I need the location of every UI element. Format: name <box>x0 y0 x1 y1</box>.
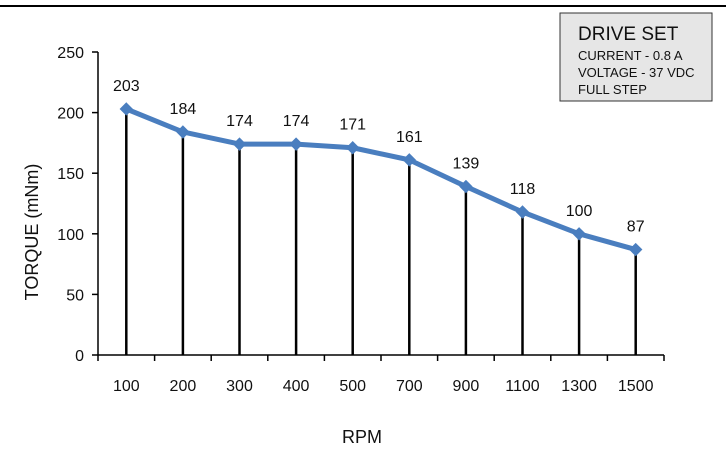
drop-lines <box>125 108 637 355</box>
drive-set-line-mode: FULL STEP <box>578 82 647 97</box>
y-tick-label: 200 <box>57 106 84 123</box>
y-tick-label: 250 <box>57 45 84 62</box>
torque-series <box>119 102 643 257</box>
data-point <box>515 205 530 219</box>
data-point <box>459 179 473 194</box>
x-tick-label: 900 <box>453 378 480 395</box>
x-tick-label: 100 <box>113 378 140 395</box>
y-axis: 0 50 100 150 200 250 <box>57 45 99 365</box>
x-tick-label: 400 <box>283 378 310 395</box>
y-tick-label: 100 <box>57 227 84 244</box>
drive-set-line-current: CURRENT - 0.8 A <box>578 48 683 63</box>
x-tick-label: 500 <box>339 378 366 395</box>
x-axis: 100 200 300 400 500 700 900 1100 1300 1500 <box>97 354 665 395</box>
y-axis-title: TORQUE (mNm) <box>22 164 42 301</box>
data-point <box>345 141 360 155</box>
data-point <box>572 227 586 241</box>
drive-set-box: DRIVE SET CURRENT - 0.8 A VOLTAGE - 37 V… <box>559 12 713 102</box>
data-point <box>119 102 134 116</box>
data-point <box>628 242 643 257</box>
x-tick-label: 1100 <box>505 378 540 395</box>
y-tick-label: 150 <box>57 166 84 183</box>
data-labels: 203 184 174 174 171 161 139 118 100 87 <box>113 78 645 236</box>
data-label: 171 <box>339 117 366 134</box>
data-label: 161 <box>396 129 423 146</box>
drive-set-title: DRIVE SET <box>578 24 679 45</box>
data-label: 174 <box>226 113 253 130</box>
data-point <box>289 137 303 151</box>
torque-line <box>123 106 639 253</box>
x-tick-label: 700 <box>396 378 423 395</box>
drive-set-line-voltage: VOLTAGE - 37 VDC <box>578 65 695 80</box>
data-label: 184 <box>170 101 197 118</box>
x-tick-label: 200 <box>170 378 197 395</box>
data-point <box>176 125 190 139</box>
data-label: 203 <box>113 78 140 95</box>
data-label: 100 <box>566 203 593 220</box>
x-tick-label: 1500 <box>618 378 654 395</box>
data-label: 174 <box>283 113 310 130</box>
drive-set-box-frame <box>559 12 713 102</box>
x-tick-label: 1300 <box>561 378 597 395</box>
y-tick-label: 50 <box>66 287 84 304</box>
data-label: 139 <box>453 156 480 173</box>
x-axis-title: RPM <box>342 427 382 447</box>
data-label: 118 <box>510 181 536 198</box>
data-point <box>402 153 417 167</box>
x-tick-label: 300 <box>226 378 253 395</box>
data-label: 87 <box>627 219 645 236</box>
data-point <box>232 137 247 151</box>
y-tick-label: 0 <box>75 348 84 365</box>
